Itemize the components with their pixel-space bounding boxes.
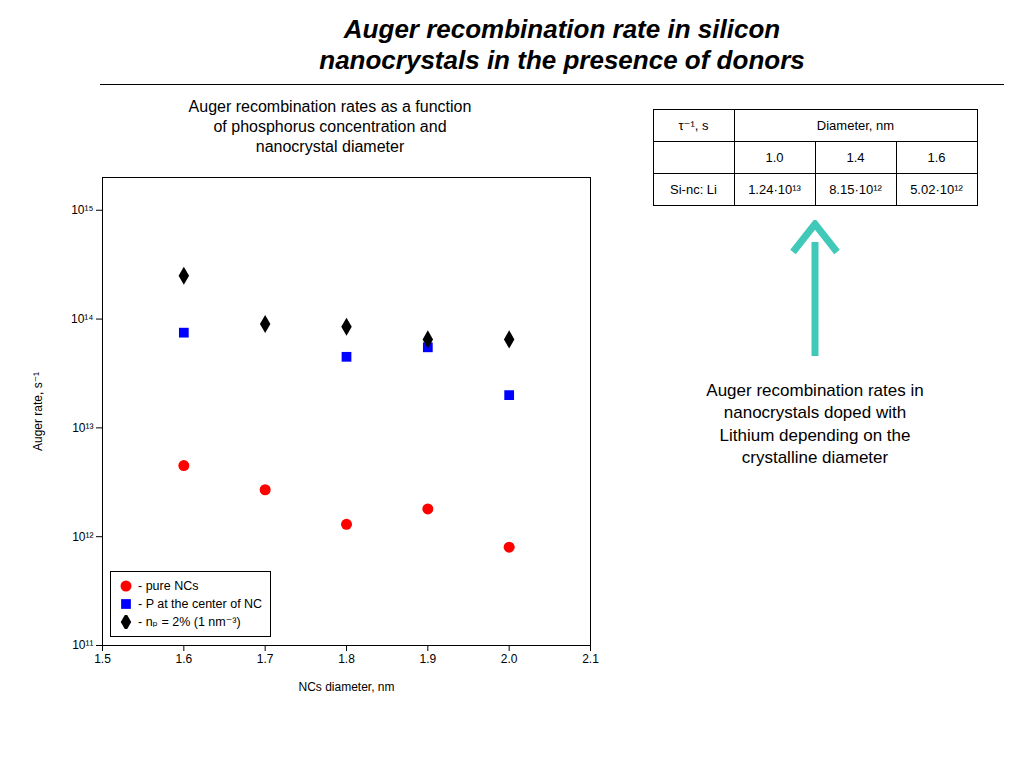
html-text:5.02·10¹²: 5.02·10¹² bbox=[910, 182, 963, 198]
html-text:- nₚ = 2% (1 nm⁻³): - nₚ = 2% (1 nm⁻³) bbox=[138, 615, 241, 630]
html-text:Auger recombination rates as a: Auger recombination rates as a function … bbox=[188, 98, 472, 156]
svg-text:10¹⁴: 10¹⁴ bbox=[71, 312, 94, 326]
svg-text:Auger rate, s⁻¹: Auger rate, s⁻¹ bbox=[31, 372, 45, 451]
html-text:1.6: 1.6 bbox=[927, 150, 946, 166]
svg-text:2.0: 2.0 bbox=[501, 652, 518, 666]
svg-text:10¹²: 10¹² bbox=[72, 530, 93, 544]
html-text:Auger recombination rates in n: Auger recombination rates in nanocrystal… bbox=[706, 381, 924, 467]
svg-text:10¹³: 10¹³ bbox=[72, 421, 93, 435]
html-text:τ⁻¹, s: τ⁻¹, s bbox=[678, 118, 709, 134]
html-text:8.15·10¹²: 8.15·10¹² bbox=[829, 182, 882, 198]
svg-text:1.5: 1.5 bbox=[94, 652, 111, 666]
svg-text:1.8: 1.8 bbox=[338, 652, 355, 666]
svg-text:1.9: 1.9 bbox=[419, 652, 436, 666]
html-text:- pure NCs: - pure NCs bbox=[138, 579, 199, 593]
html-text:Si-nc: Li: Si-nc: Li bbox=[670, 182, 717, 198]
svg-text:1.6: 1.6 bbox=[175, 652, 192, 666]
html-text:1.4: 1.4 bbox=[846, 150, 865, 166]
svg-text:2.1: 2.1 bbox=[582, 652, 599, 666]
svg-text:10¹⁵: 10¹⁵ bbox=[71, 203, 93, 217]
html-text:Diameter, nm: Diameter, nm bbox=[816, 118, 895, 134]
html-text:- P at the center of NC: - P at the center of NC bbox=[138, 597, 263, 612]
svg-text:10¹¹: 10¹¹ bbox=[72, 639, 93, 653]
html-text:1.0: 1.0 bbox=[765, 150, 784, 166]
html-text:1.24·10¹³: 1.24·10¹³ bbox=[748, 182, 801, 198]
svg-text:1.7: 1.7 bbox=[257, 652, 274, 666]
html-text:Auger recombination rate in si: Auger recombination rate in silicon nano… bbox=[319, 14, 805, 76]
svg-text:NCs diameter, nm: NCs diameter, nm bbox=[298, 680, 394, 694]
